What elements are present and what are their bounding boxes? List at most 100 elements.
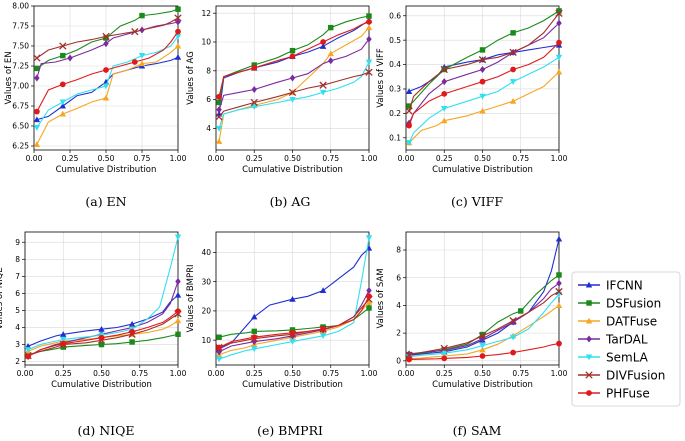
y-tick-label: 7.75 [12,22,29,31]
series-line-phfuse [218,21,370,97]
y-tick-label: 0.6 [389,11,401,20]
x-tick-label: 0.75 [512,369,529,378]
y-tick-label: 6 [396,273,401,282]
panel-caption: (a) EN [85,194,126,209]
data-point-divfusion [555,287,563,296]
x-tick-label: 0.75 [322,154,339,163]
y-tick-label: 7.50 [12,42,29,51]
series-divfusion [215,295,373,352]
data-point-semla [441,105,448,112]
series-semla [405,54,563,146]
data-point-phfuse [34,108,40,115]
series-phfuse [406,39,562,129]
data-point-datfuse [365,298,373,305]
panel-caption: (e) BMPRI [257,423,323,438]
series-line-tardal [27,281,179,357]
data-point-semla [59,99,66,106]
data-point-semla [405,140,413,146]
x-tick-label: 1.00 [551,369,568,378]
data-point-dsfusion [216,99,222,106]
data-point-dsfusion [406,103,412,109]
data-point-divfusion [405,107,413,115]
x-axis-label: Cumulative Distribution [56,165,157,175]
legend-label: DIVFusion [606,368,665,382]
data-point-ifcnn [319,43,327,49]
y-tick-label: 7.25 [12,62,29,71]
x-tick-label: 0.25 [436,369,453,378]
data-point-divfusion [250,98,258,107]
data-point-dsfusion [366,13,372,19]
x-tick-label: 1.00 [170,154,187,163]
data-point-semla [289,97,296,103]
x-tick-label: 0.00 [398,154,415,163]
data-point-phfuse [479,78,486,85]
data-point-tardal [556,279,562,287]
data-point-semla [138,53,146,59]
y-tick-label: 0.1 [389,133,401,142]
data-point-dsfusion [328,24,334,31]
data-point-phfuse [129,328,135,335]
series-line-tardal [218,38,370,110]
y-axis-label: Values of NIQE [0,267,5,329]
data-point-tardal [556,19,562,27]
data-point-divfusion [131,27,139,36]
data-point-tardal [216,348,222,356]
data-point-divfusion [478,56,487,64]
legend-marker [586,390,592,396]
series-line-ifcnn [27,294,179,347]
data-point-semla [319,333,327,339]
series-line-phfuse [409,342,560,361]
legend-marker [586,335,592,343]
data-point-divfusion [509,317,517,325]
data-point-phfuse [216,344,222,351]
data-point-semla [215,125,223,132]
data-point-dsfusion [175,6,181,12]
data-point-tardal [366,35,372,43]
data-point-semla [215,356,223,363]
data-point-phfuse [289,53,296,60]
y-tick-label: 0.5 [389,36,401,45]
x-axis-label: Cumulative Distribution [51,380,152,390]
data-point-semla [441,350,448,357]
legend-marker [585,317,593,324]
data-point-datfuse [441,117,448,124]
series-tardal [406,279,562,358]
data-point-phfuse [556,39,562,46]
data-point-phfuse [59,81,66,88]
series-divfusion [215,68,373,121]
y-tick-label: 0.4 [389,60,401,69]
y-axis-label: Values of BMPRI [186,264,196,332]
data-point-datfuse [327,50,334,57]
y-tick-label: 8 [396,246,401,255]
data-point-divfusion [365,68,373,76]
x-tick-label: 0.75 [322,369,339,378]
x-axis-label: Cumulative Distribution [242,380,343,390]
chart-panel-c-viff: 0.00 0.25 0.50 0.75 1.00 0.1 0.2 0.3 0.4 0.5 0.6 Cu… [376,5,568,209]
series-semla [215,59,373,132]
legend-item-semla: SemLA [578,350,649,364]
y-axis-label: Values of SAM [376,268,386,328]
legend-label: DSFusion [606,296,661,310]
data-point-dsfusion [251,328,257,335]
data-point-dsfusion [479,47,486,53]
series-line-tardal [36,21,179,79]
data-point-phfuse [406,356,412,363]
series-line-phfuse [218,296,370,348]
y-tick-label: 6.75 [12,102,29,111]
data-point-dsfusion [98,341,105,348]
y-tick-label: 20 [201,307,211,316]
x-tick-label: 0.25 [246,154,263,163]
legend-item-divfusion: DIVFusion [578,368,665,382]
series-line-dsfusion [409,274,560,356]
legend-item-dsfusion: DSFusion [578,296,661,310]
x-tick-label: 0.50 [474,154,491,163]
series-phfuse [34,28,181,115]
y-axis-label: Values of EN [4,51,14,104]
data-point-ifcnn [33,116,41,123]
y-tick-label: 7.00 [12,82,29,91]
data-point-tardal [175,277,181,285]
series-phfuse [25,308,181,360]
x-tick-label: 0.50 [474,369,491,378]
series-line-divfusion [408,291,560,356]
chart-panel-e-bmpri: 0.00 0.25 0.50 0.75 1.00 10 20 30 40 Cumulative D… [186,231,378,438]
